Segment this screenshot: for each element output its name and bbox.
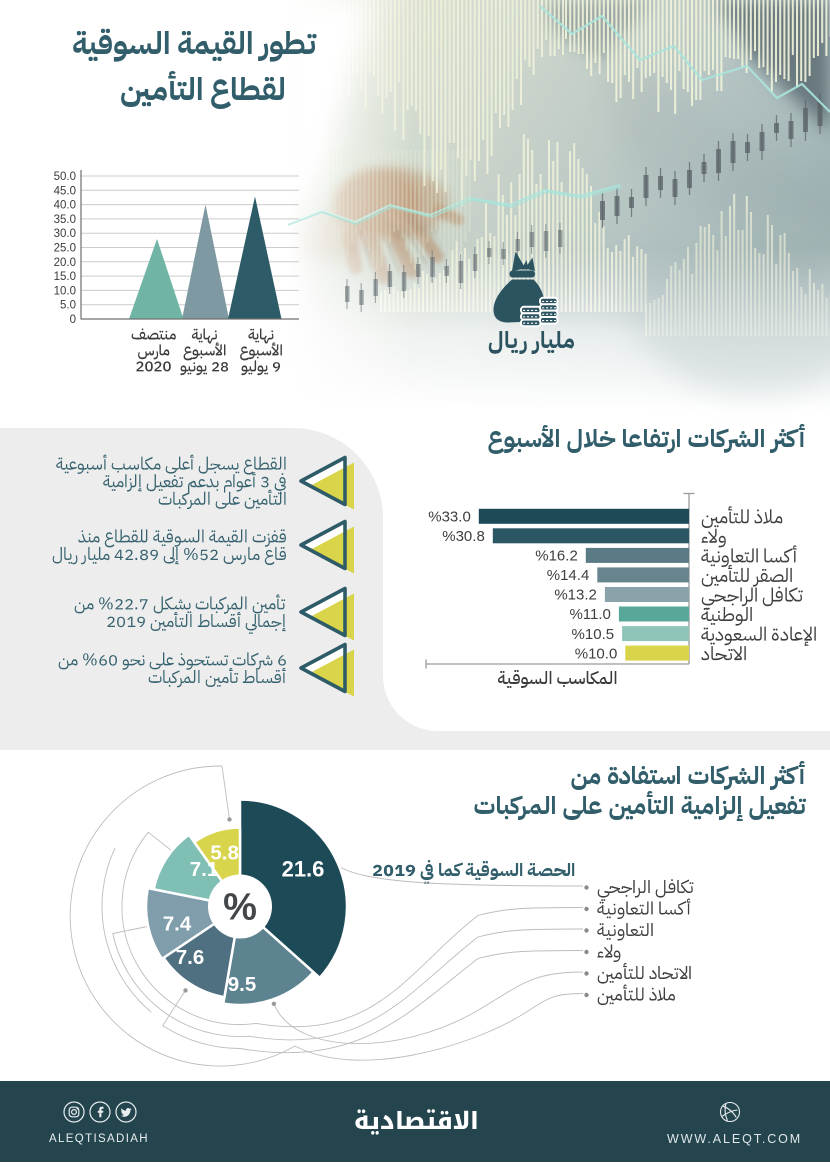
svg-text:%30.8: %30.8 bbox=[442, 528, 485, 545]
svg-text:7.4: 7.4 bbox=[163, 913, 192, 936]
svg-text:5.0: 5.0 bbox=[60, 300, 76, 312]
svg-text:0: 0 bbox=[70, 314, 76, 326]
svg-text:35.0: 35.0 bbox=[54, 214, 76, 226]
svg-text:WWW.ALEQT.COM: WWW.ALEQT.COM bbox=[667, 1132, 802, 1146]
svg-text:15.0: 15.0 bbox=[54, 271, 76, 283]
svg-text:20.0: 20.0 bbox=[54, 257, 76, 269]
svg-text:7.1: 7.1 bbox=[190, 858, 219, 881]
svg-text:9.5: 9.5 bbox=[228, 973, 257, 996]
svg-text:%10.0: %10.0 bbox=[575, 645, 618, 662]
svg-text:5.8: 5.8 bbox=[210, 842, 239, 865]
svg-text:45.0: 45.0 bbox=[54, 185, 76, 197]
svg-text:7.6: 7.6 bbox=[176, 946, 205, 969]
svg-text:ALEQTISADIAH: ALEQTISADIAH bbox=[49, 1133, 149, 1145]
svg-text:40.0: 40.0 bbox=[54, 200, 76, 212]
svg-text:10.0: 10.0 bbox=[54, 285, 76, 297]
svg-text:30.0: 30.0 bbox=[54, 228, 76, 240]
svg-text:%14.4: %14.4 bbox=[547, 567, 590, 584]
svg-text:25.0: 25.0 bbox=[54, 243, 76, 255]
svg-text:%11.0: %11.0 bbox=[569, 606, 610, 623]
svg-text:%13.2: %13.2 bbox=[554, 587, 597, 604]
svg-text:%: % bbox=[223, 887, 257, 929]
svg-text:50.0: 50.0 bbox=[54, 171, 76, 183]
svg-text:%33.0: %33.0 bbox=[428, 509, 471, 526]
svg-text:%16.2: %16.2 bbox=[535, 548, 578, 565]
svg-text:%10.5: %10.5 bbox=[572, 626, 615, 643]
svg-text:21.6: 21.6 bbox=[282, 857, 325, 882]
